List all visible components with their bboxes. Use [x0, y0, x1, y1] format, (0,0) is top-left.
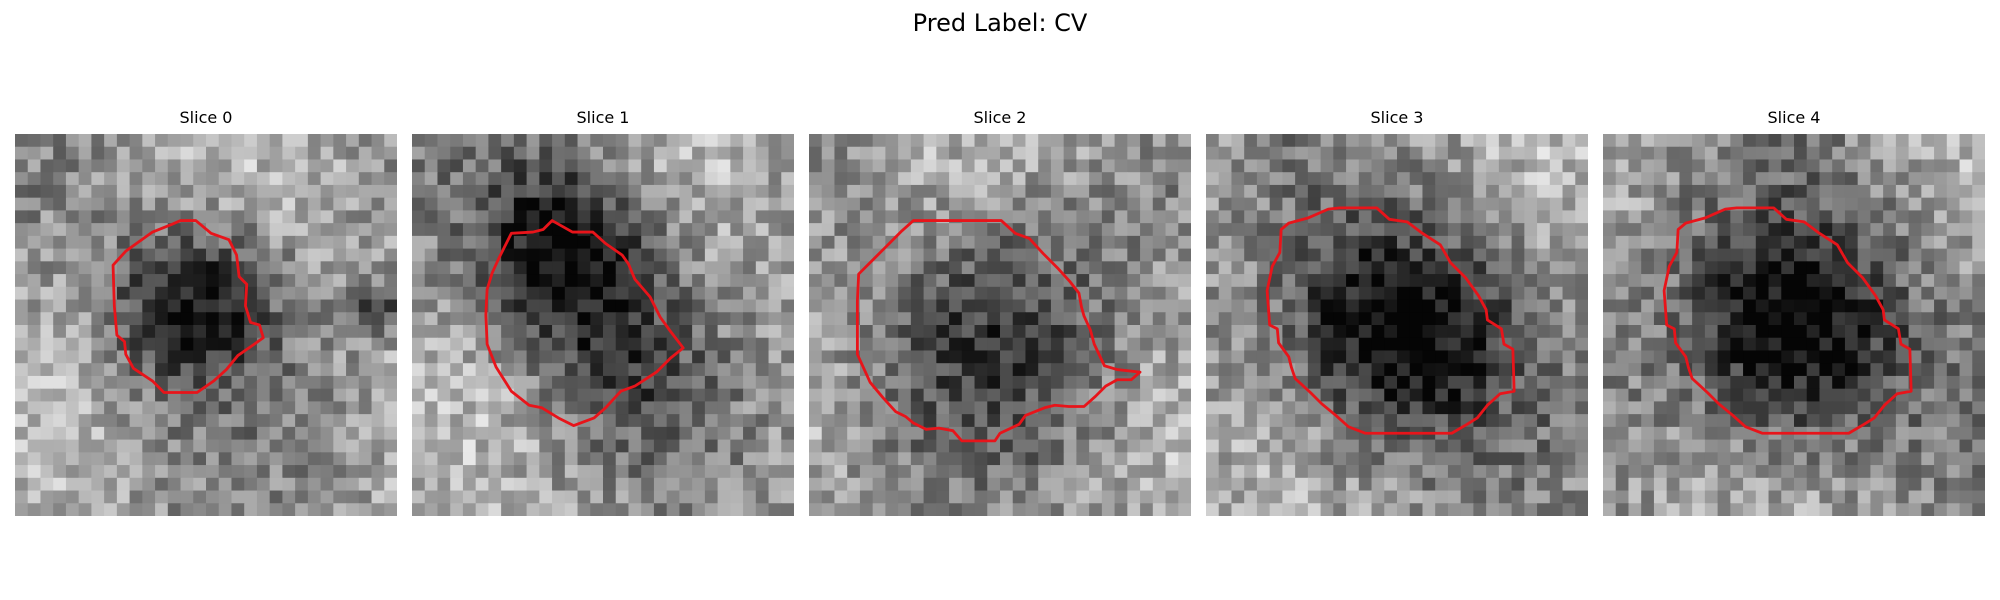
slice-image-3: [1206, 134, 1588, 516]
slice-image-1: [412, 134, 794, 516]
slice-panel-0: Slice 0: [15, 108, 397, 516]
segmentation-contour-4: [1662, 206, 1913, 435]
slice-panel-2: Slice 2: [809, 108, 1191, 516]
segmentation-contour-2: [855, 219, 1142, 443]
slice-panel-1: Slice 1: [412, 108, 794, 516]
slice-title-0: Slice 0: [179, 108, 233, 127]
segmentation-contour-0: [111, 219, 265, 394]
slice-title-3: Slice 3: [1370, 108, 1424, 127]
slice-image-0: [15, 134, 397, 516]
slice-title-1: Slice 1: [576, 108, 630, 127]
figure-title: Pred Label: CV: [912, 9, 1088, 37]
slice-image-2: [809, 134, 1191, 516]
slice-title-2: Slice 2: [973, 108, 1027, 127]
segmentation-contour-3: [1265, 206, 1516, 435]
slice-panel-4: Slice 4: [1603, 108, 1985, 516]
slice-image-4: [1603, 134, 1985, 516]
slice-title-4: Slice 4: [1767, 108, 1821, 127]
segmentation-contour-1: [484, 219, 685, 427]
slice-panel-3: Slice 3: [1206, 108, 1588, 516]
